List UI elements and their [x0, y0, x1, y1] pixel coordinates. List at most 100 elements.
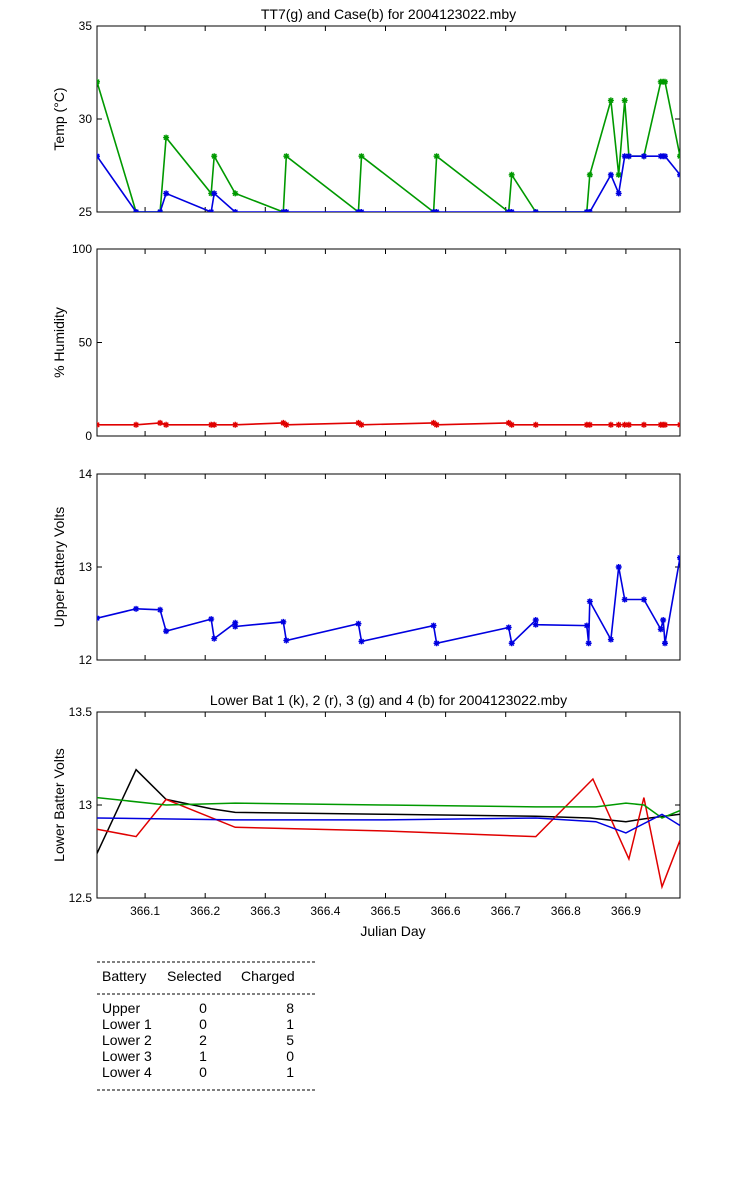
data-point: [625, 153, 632, 160]
series-b: [97, 813, 680, 834]
data-point: [232, 421, 239, 428]
charged-count: 1: [286, 1064, 294, 1080]
y-tick-label: 50: [79, 336, 93, 350]
table-row: Lower 4 0 1: [102, 1064, 294, 1080]
data-point: [532, 421, 539, 428]
data-point: [532, 209, 539, 212]
battery-name: Upper: [102, 1000, 140, 1016]
data-point: [283, 421, 290, 428]
series-line: [97, 796, 680, 819]
x-tick-label: 366.2: [190, 904, 220, 918]
data-point: [621, 421, 628, 428]
table-row: Lower 3 1 0: [102, 1048, 294, 1064]
data-point: [677, 554, 680, 561]
data-point: [433, 209, 440, 212]
data-point: [640, 421, 647, 428]
data-point: [607, 421, 614, 428]
data-point: [505, 624, 512, 631]
x-axis-label: Julian Day: [360, 923, 425, 939]
data-point: [621, 153, 628, 160]
table-header-charged: Charged: [241, 968, 295, 984]
table-header-selected: Selected: [167, 968, 221, 984]
data-point: [283, 153, 290, 160]
chart-title: Lower Bat 1 (k), 2 (r), 3 (g) and 4 (b) …: [210, 692, 567, 708]
data-point: [586, 171, 593, 178]
data-point: [355, 620, 362, 627]
chart-humidity: 0 50 100 % Humidity: [51, 242, 681, 443]
data-point: [157, 209, 164, 212]
data-point: [586, 421, 593, 428]
y-tick-label: 35: [79, 19, 93, 33]
data-point: [677, 153, 680, 160]
data-point: [97, 421, 100, 428]
y-tick-label: 12.5: [69, 891, 93, 905]
data-point: [208, 190, 215, 197]
data-point: [508, 171, 515, 178]
x-tick-label: 366.8: [551, 904, 581, 918]
x-tick-label: 366.5: [370, 904, 400, 918]
series-g: [97, 78, 680, 212]
y-tick-label: 13: [79, 560, 93, 574]
data-point: [211, 635, 218, 642]
table-row: Lower 2 2 5: [102, 1032, 294, 1048]
table-header-battery: Battery: [102, 968, 146, 984]
series-k: [97, 768, 680, 854]
data-point: [208, 209, 215, 212]
data-point: [661, 78, 668, 85]
selected-count: 0: [199, 1000, 207, 1016]
plot-frame: [96, 473, 681, 661]
data-point: [640, 153, 647, 160]
x-tick-label: 366.6: [431, 904, 461, 918]
x-tick-label: 366.7: [491, 904, 521, 918]
charged-count: 0: [286, 1048, 294, 1064]
data-point: [505, 419, 512, 426]
series-line: [97, 813, 680, 834]
charged-count: 8: [286, 1000, 294, 1016]
data-point: [640, 596, 647, 603]
series-r: [97, 419, 680, 428]
x-tick-label: 366.9: [611, 904, 641, 918]
data-point: [621, 97, 628, 104]
x-tick-label: 366.1: [130, 904, 160, 918]
data-point: [661, 640, 668, 647]
selected-count: 1: [199, 1048, 207, 1064]
plot-frame: [96, 248, 681, 437]
table-row: Upper 0 8: [102, 1000, 294, 1016]
data-point: [211, 190, 218, 197]
data-point: [433, 421, 440, 428]
data-point: [532, 617, 539, 624]
data-point: [661, 421, 668, 428]
data-point: [355, 419, 362, 426]
battery-name: Lower 1: [102, 1016, 152, 1032]
data-point: [430, 419, 437, 426]
x-tick-label: 366.4: [310, 904, 340, 918]
y-tick-label: 25: [79, 205, 93, 219]
data-point: [508, 209, 515, 212]
data-point: [280, 618, 287, 625]
data-point: [607, 171, 614, 178]
series-line: [97, 155, 680, 212]
data-point: [621, 596, 628, 603]
y-axis-label: Upper Battery Volts: [51, 507, 67, 628]
x-tick-label: 366.3: [250, 904, 280, 918]
plot-frame: [96, 25, 681, 213]
y-tick-label: 13.5: [69, 705, 93, 719]
charged-count: 1: [286, 1016, 294, 1032]
data-point: [232, 623, 239, 630]
chart-lower-battery: 366.1 366.2 366.3 366.4 366.5 366.6 366.7 366.8…: [51, 692, 681, 918]
chart-title: TT7(g) and Case(b) for 2004123022.mby: [261, 6, 516, 22]
data-point: [283, 637, 290, 644]
data-point: [660, 617, 667, 624]
y-tick-label: 0: [85, 429, 92, 443]
chart-temp: 25 30 35 Temp (°C) TT7(g) and Case(b) for 20…: [51, 6, 681, 219]
data-point: [208, 421, 215, 428]
data-point: [661, 153, 668, 160]
data-point: [586, 209, 593, 212]
data-point: [163, 190, 170, 197]
data-point: [677, 171, 680, 178]
table-row: Lower 1 0 1: [102, 1016, 294, 1032]
series-b: [97, 554, 680, 647]
series-line: [97, 81, 680, 212]
data-point: [433, 640, 440, 647]
data-point: [211, 153, 218, 160]
